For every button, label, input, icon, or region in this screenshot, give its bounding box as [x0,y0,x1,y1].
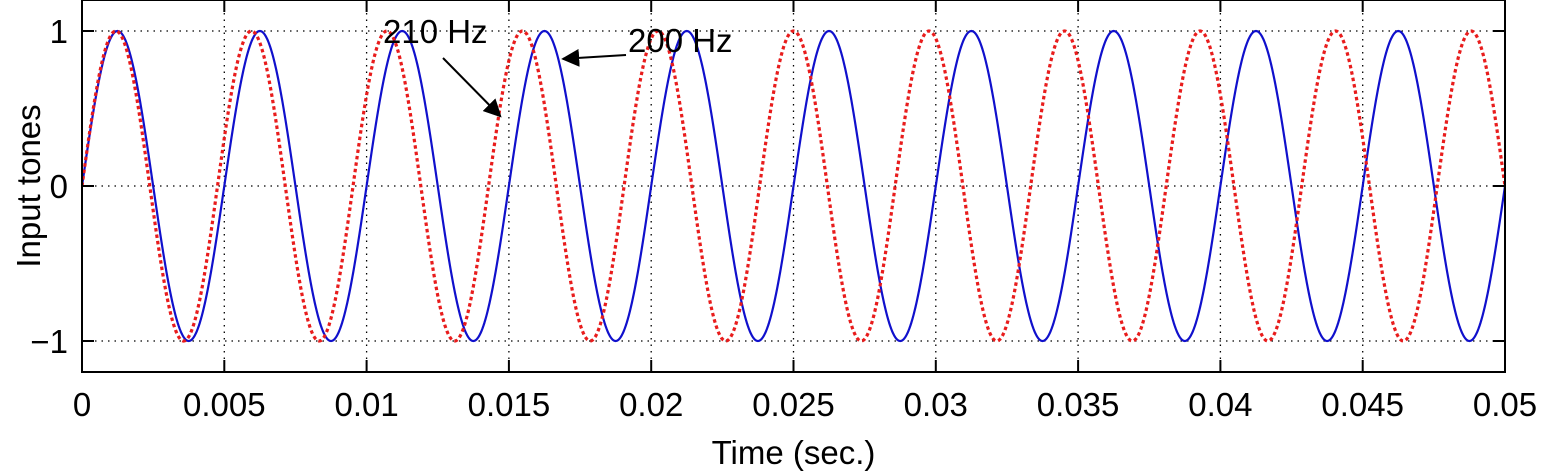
x-tick-label: 0.05 [1473,386,1537,423]
annotation-arrow [442,57,502,118]
x-tick-label: 0 [73,386,91,423]
series-line-200-hz [82,29,1505,343]
x-tick-label: 0.01 [334,386,398,423]
x-tick-label: 0.04 [1188,386,1252,423]
annotation-label: 200 Hz [628,22,733,59]
y-tick-label: 0 [50,168,68,205]
x-tick-label: 0.005 [183,386,266,423]
y-tick-label: −1 [30,323,68,360]
annotation-arrow [561,48,627,67]
x-tick-label: 0.02 [619,386,683,423]
x-axis-label: Time (sec.) [712,434,876,471]
x-tick-label: 0.015 [468,386,551,423]
annotations: 210 Hz 200 Hz [383,13,733,118]
x-tick-label: 0.035 [1037,386,1120,423]
x-tick-label: 0.025 [752,386,835,423]
annotation-label: 210 Hz [383,13,488,50]
x-tick-label: 0.045 [1321,386,1404,423]
y-tick-label: 1 [50,13,68,50]
y-axis-label: Input tones [10,104,47,267]
x-tick-label: 0.03 [904,386,968,423]
ticks: 0 0.005 0.01 0.015 0.02 0.025 0.03 0.035 0.04 0.0… [30,0,1537,423]
series-group [82,29,1505,343]
series-line-210-hz [82,29,1505,343]
